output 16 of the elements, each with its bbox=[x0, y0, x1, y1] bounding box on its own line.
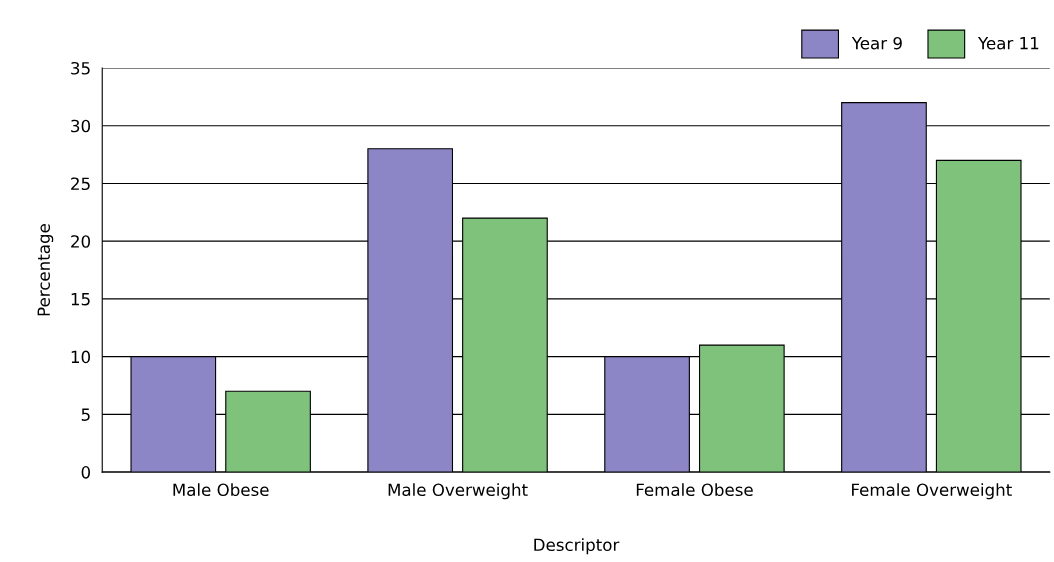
x-tick-label: Female Overweight bbox=[852, 483, 1012, 500]
x-tick-label: Female Obese bbox=[636, 483, 753, 497]
y-tick-label: 5 bbox=[81, 408, 90, 421]
y-tick-label: 15 bbox=[71, 293, 90, 306]
x-tick-label: Male Obese bbox=[173, 483, 269, 497]
x-tick-label: Male Overweight bbox=[388, 483, 528, 500]
y-tick-label: 10 bbox=[71, 350, 91, 364]
y-tick-label: 0 bbox=[81, 466, 91, 479]
legend-label: Year 9 bbox=[851, 36, 902, 50]
y-tick-label: 25 bbox=[71, 177, 90, 191]
y-tick-label: 35 bbox=[71, 61, 90, 75]
y-tick-label: 20 bbox=[71, 235, 91, 248]
x-axis-title: Descriptor bbox=[534, 538, 620, 555]
legend-label: Year 11 bbox=[977, 37, 1039, 50]
y-axis-title: Percentage bbox=[37, 224, 54, 316]
y-tick-label: 30 bbox=[71, 119, 91, 133]
